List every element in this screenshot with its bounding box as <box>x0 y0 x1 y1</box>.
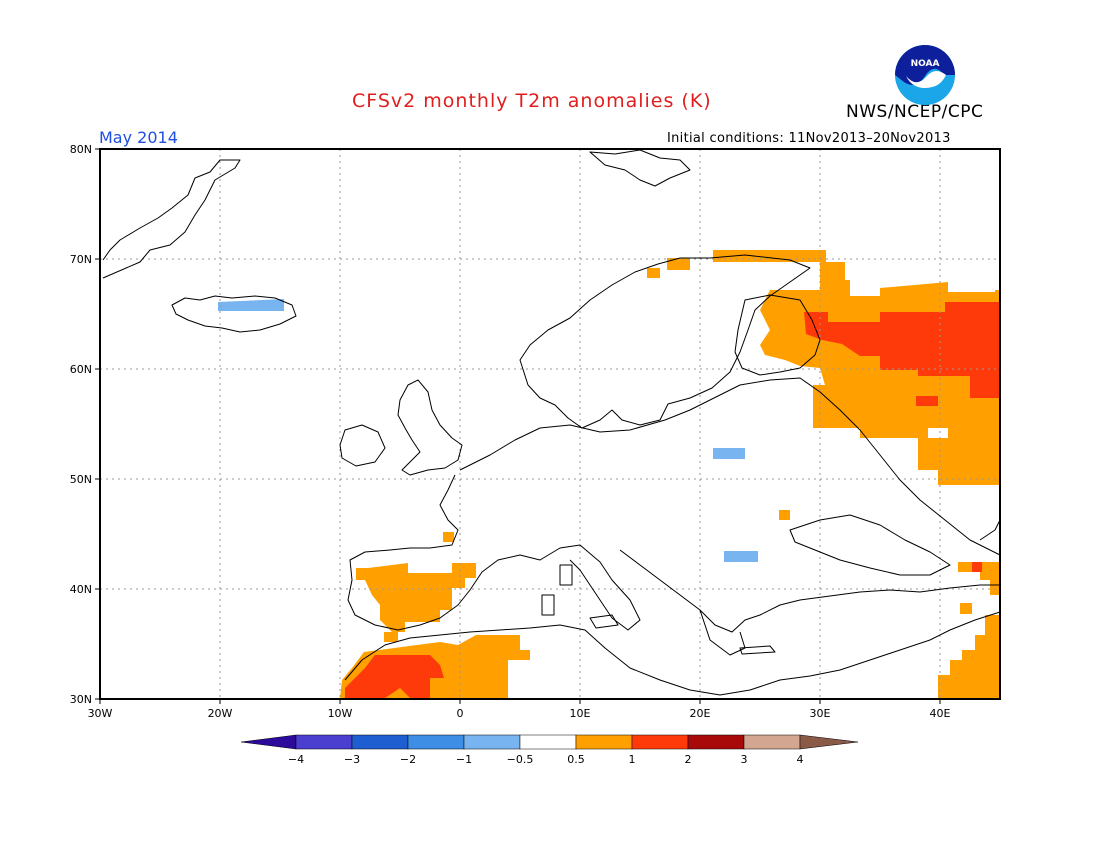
tick-marks <box>95 148 941 704</box>
colorbar-bin <box>687 734 745 750</box>
colorbar-high-arrow <box>799 734 859 750</box>
colorbar-bin <box>351 734 409 750</box>
region-russia-hot <box>804 302 1000 398</box>
region-bulgaria <box>724 551 758 562</box>
region-norway-coast-2 <box>647 268 660 278</box>
colorbar: −4 −3 −2 −1 −0.5 0.5 1 2 3 4 <box>240 734 859 766</box>
region-romania <box>779 510 790 520</box>
lat-tick-label: 50N <box>70 473 92 486</box>
map-frame <box>99 148 1001 700</box>
region-iceland <box>218 299 284 311</box>
region-iberia-west <box>356 568 368 580</box>
lon-tick-label: 30W <box>88 707 113 720</box>
colorbar-bin <box>631 734 689 750</box>
lon-tick-label: 30E <box>810 707 831 720</box>
region-gibraltar <box>384 632 398 642</box>
region-kola <box>820 262 845 280</box>
lat-tick-label: 80N <box>70 143 92 156</box>
anomaly-shading <box>218 250 1000 698</box>
lat-tick-label: 30N <box>70 693 92 706</box>
colorbar-label: 0.5 <box>567 753 585 766</box>
initial-conditions: Initial conditions: 11Nov2013–20Nov2013 <box>667 131 951 146</box>
colorbar-label: −2 <box>400 753 416 766</box>
lat-tick-label: 40N <box>70 583 92 596</box>
lon-tick-label: 20E <box>690 707 711 720</box>
lat-labels: 80N 70N 60N 50N 40N 30N <box>70 143 92 706</box>
colorbar-label: −4 <box>288 753 304 766</box>
lat-tick-label: 60N <box>70 363 92 376</box>
forecast-month: May 2014 <box>99 128 178 147</box>
region-turkey-east-red <box>972 562 982 572</box>
region-turkey-east <box>958 562 1000 595</box>
lon-labels: 30W 20W 10W 0 10E 20E 30E 40E <box>88 707 951 720</box>
lat-tick-label: 70N <box>70 253 92 266</box>
colorbar-bin <box>575 734 633 750</box>
colorbar-bin <box>519 734 577 750</box>
region-turkey-dot <box>960 603 972 614</box>
colorbar-bin <box>407 734 465 750</box>
colorbar-label: −0.5 <box>507 753 534 766</box>
agency-label: NWS/NCEP/CPC <box>846 102 984 122</box>
logo-text: NOAA <box>911 59 940 69</box>
colorbar-label: −1 <box>456 753 472 766</box>
lon-tick-label: 20W <box>208 707 233 720</box>
coastlines <box>102 149 1001 696</box>
region-norway-coast <box>667 258 690 270</box>
colorbar-label: 1 <box>629 753 636 766</box>
graticule <box>100 149 1000 699</box>
region-poland <box>713 448 745 459</box>
colorbar-label: −3 <box>344 753 360 766</box>
lon-tick-label: 10E <box>570 707 591 720</box>
lon-tick-label: 0 <box>457 707 464 720</box>
region-russia-hot-2 <box>916 396 938 406</box>
region-levant <box>938 615 1000 698</box>
colorbar-bin <box>295 734 353 750</box>
colorbar-label: 4 <box>797 753 804 766</box>
region-iberia <box>365 563 476 632</box>
colorbar-bin <box>463 734 521 750</box>
region-france-sw <box>443 532 454 542</box>
lon-tick-label: 10W <box>328 707 353 720</box>
colorbar-label: 3 <box>741 753 748 766</box>
colorbar-low-arrow <box>240 734 297 750</box>
colorbar-label: 2 <box>685 753 692 766</box>
region-russia-white-gap <box>928 428 948 438</box>
region-morocco <box>345 655 444 698</box>
lon-tick-label: 40E <box>930 707 951 720</box>
colorbar-bin <box>743 734 801 750</box>
noaa-logo-icon: NOAA <box>895 45 955 105</box>
map-title: CFSv2 monthly T2m anomalies (K) <box>352 90 712 112</box>
